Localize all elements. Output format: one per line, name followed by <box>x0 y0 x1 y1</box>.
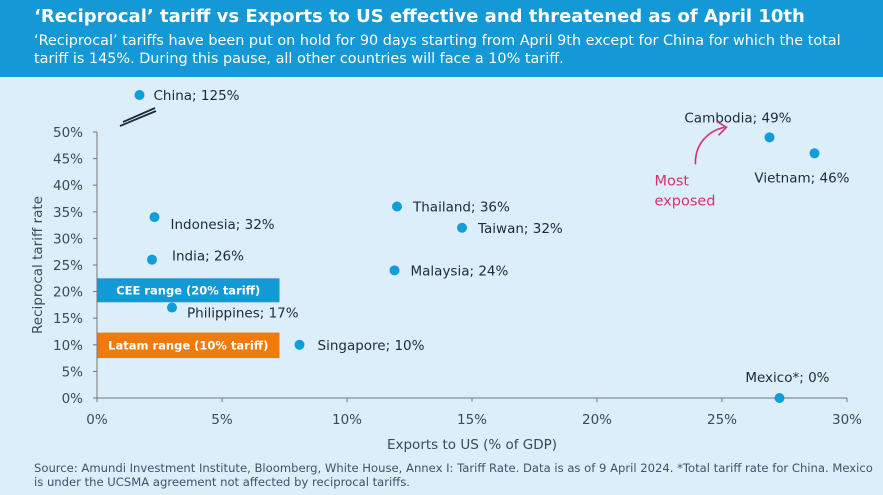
point-philippines <box>167 302 177 313</box>
y-tick-label: 30% <box>53 231 83 247</box>
y-tick-label: 15% <box>53 311 83 327</box>
cee-band-label: CEE range (20% tariff) <box>116 283 260 297</box>
point-label-cambodia: Cambodia; 49% <box>684 110 791 126</box>
point-label-mexico: Mexico*; 0% <box>745 370 829 386</box>
point-indonesia <box>149 212 160 223</box>
point-label-thailand: Thailand; 36% <box>412 199 510 215</box>
y-tick-label: 0% <box>62 391 84 407</box>
scatter-chart: CEE range (20% tariff) Latam range (10% t… <box>30 88 862 453</box>
annotation-most-exposed: Most <box>655 173 690 189</box>
y-axis-title: Reciprocal tariff rate <box>30 196 46 334</box>
point-taiwan <box>457 222 467 233</box>
latam-band <box>97 332 280 359</box>
page-subtitle: ‘Reciprocal’ tariffs have been put on ho… <box>34 33 841 67</box>
x-tick-label: 0% <box>86 412 108 428</box>
y-tick-label: 35% <box>53 205 83 221</box>
latam-band-label: Latam range (10% tariff) <box>108 338 268 352</box>
point-label-indonesia: Indonesia; 32% <box>171 217 275 233</box>
point-mexico <box>774 393 785 403</box>
header-banner: ‘Reciprocal’ tariff vs Exports to US eff… <box>0 0 883 77</box>
annotation-arrow-head <box>716 120 728 136</box>
point-thailand <box>392 201 402 212</box>
x-tick-label: 10% <box>332 412 362 428</box>
point-india <box>147 254 157 265</box>
point-label-india: India; 26% <box>172 249 244 265</box>
x-axis-title: Exports to US (% of GDP) <box>387 437 557 453</box>
y-tick-label: 20% <box>53 285 83 301</box>
point-label-singapore: Singapore; 10% <box>318 338 425 354</box>
cee-band <box>97 278 280 303</box>
y-tick-label: 10% <box>53 338 83 354</box>
axis-break-mark <box>119 110 157 127</box>
annotation-most-exposed: exposed <box>655 193 716 209</box>
point-label-taiwan: Taiwan; 32% <box>477 221 563 237</box>
source-footnote: Source: Amundi Investment Institute, Blo… <box>34 461 873 489</box>
x-tick-label: 5% <box>211 412 233 428</box>
x-tick-label: 20% <box>582 412 612 428</box>
point-label-malaysia: Malaysia; 24% <box>411 263 509 279</box>
y-tick-label: 25% <box>53 258 83 274</box>
x-tick-label: 30% <box>832 412 862 428</box>
point-malaysia <box>389 265 400 276</box>
page-title: ‘Reciprocal’ tariff vs Exports to US eff… <box>34 6 805 27</box>
point-label-vietnam: Vietnam; 46% <box>754 170 849 186</box>
point-cambodia <box>764 132 775 143</box>
y-tick-label: 50% <box>53 125 83 141</box>
point-vietnam <box>809 148 820 159</box>
axis-break-mark <box>122 107 156 123</box>
point-label-china: China; 125% <box>154 88 240 104</box>
y-tick-label: 40% <box>53 178 83 194</box>
point-china <box>134 90 145 100</box>
point-label-philippines: Philippines; 17% <box>187 306 299 322</box>
annotation-arrow <box>694 126 725 165</box>
y-tick-label: 5% <box>62 364 84 380</box>
x-tick-label: 15% <box>457 412 487 428</box>
point-singapore <box>294 339 305 350</box>
x-tick-label: 25% <box>707 412 737 428</box>
y-tick-label: 45% <box>53 152 83 168</box>
